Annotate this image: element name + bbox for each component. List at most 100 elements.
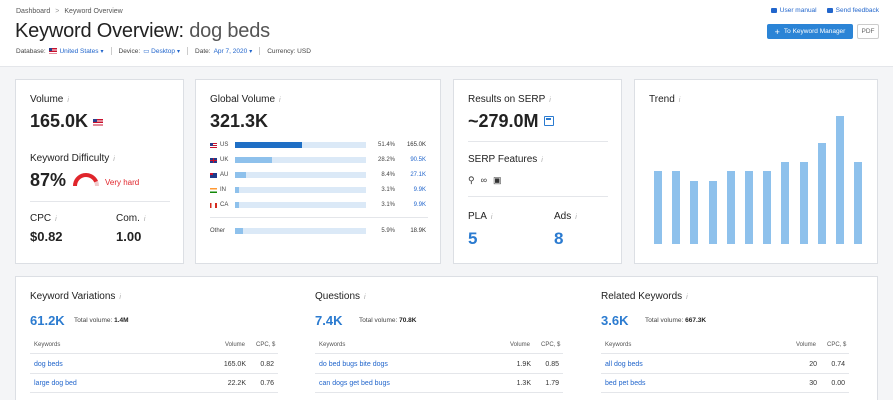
info-icon[interactable]: i: [119, 294, 121, 301]
info-icon[interactable]: i: [575, 214, 577, 221]
serp-features-icons: ⚲ ∞ ▣: [468, 175, 502, 186]
info-icon[interactable]: i: [490, 214, 493, 221]
trend-label-text: Trend: [649, 94, 675, 105]
volume-share: 3.1%: [381, 187, 395, 193]
column-header-cpc: CPC, $: [541, 342, 561, 348]
trend-bar[interactable]: [654, 171, 662, 244]
total-volume-value: 1.4M: [114, 317, 129, 324]
info-icon[interactable]: i: [541, 157, 543, 164]
separator: [259, 47, 261, 55]
column-header-volume: Volume: [796, 342, 817, 348]
section-title-text: Questions: [315, 291, 361, 302]
location-pin-icon[interactable]: ⚲: [468, 175, 475, 185]
volume-share: 3.1%: [381, 202, 395, 208]
trend-bar[interactable]: [672, 171, 681, 244]
country-row: AU 8.4% 27.1K: [210, 170, 426, 180]
country-volume[interactable]: 27.1K: [410, 172, 426, 178]
pdf-button[interactable]: PDF: [857, 24, 879, 39]
page-title: Keyword Overview: dog beds: [15, 20, 270, 43]
info-icon[interactable]: i: [143, 216, 146, 223]
volume-bar-track: [235, 187, 366, 193]
date-value: Apr 7, 2020: [213, 47, 248, 55]
info-icon[interactable]: i: [678, 97, 681, 104]
serp-features-label: SERP Features i: [468, 154, 543, 165]
keyword-link[interactable]: do bed bugs bite dogs: [319, 361, 388, 368]
section-count[interactable]: 3.6K: [601, 313, 629, 328]
ads-label: Ads i: [554, 211, 577, 222]
date-label: Date:: [195, 47, 211, 55]
info-icon[interactable]: i: [279, 97, 281, 104]
uk-flag-icon: [210, 157, 217, 163]
link-icon[interactable]: ∞: [480, 175, 488, 185]
section-count[interactable]: 7.4K: [315, 313, 343, 328]
separator: [110, 47, 112, 55]
keyword-link[interactable]: bed pet beds: [605, 380, 646, 387]
info-icon[interactable]: i: [364, 294, 366, 301]
trend-bar[interactable]: [836, 116, 844, 244]
table-divider: [30, 373, 278, 374]
volume-value-text: 165.0K: [30, 111, 89, 131]
trend-bar[interactable]: [745, 171, 753, 244]
info-icon[interactable]: i: [113, 156, 115, 163]
gv-divider: [210, 217, 428, 218]
volume-value: 165.0K: [30, 111, 104, 132]
cpc-label-text: CPC: [30, 213, 52, 224]
country-code: UK: [220, 157, 229, 163]
title-prefix: Keyword Overview:: [15, 20, 184, 42]
breadcrumb-dashboard[interactable]: Dashboard: [16, 8, 51, 15]
top-links: User manual Send feedback: [770, 7, 879, 14]
keyword-link[interactable]: all dog beds: [605, 361, 643, 368]
info-icon[interactable]: i: [686, 294, 688, 301]
pla-value[interactable]: 5: [468, 229, 478, 248]
kd-label: Keyword Difficulty i: [30, 153, 115, 164]
trend-bar[interactable]: [690, 181, 699, 244]
column-header-keywords: Keywords: [34, 342, 61, 348]
currency-label: Currency: USD: [267, 47, 311, 55]
user-manual-link[interactable]: User manual: [770, 7, 817, 14]
section-title: Keyword Variations i: [30, 291, 121, 302]
country-volume[interactable]: 90.5K: [410, 157, 426, 163]
trend-bar[interactable]: [763, 171, 772, 244]
trend-bar[interactable]: [708, 181, 717, 244]
trend-bar[interactable]: [726, 171, 735, 244]
volume-share: 28.2%: [377, 157, 395, 163]
country-row: IN 3.1% 9.9K: [210, 185, 426, 195]
volume-bar: [235, 157, 272, 163]
to-keyword-manager-button[interactable]: + To Keyword Manager: [767, 24, 853, 39]
database-select[interactable]: United States ▾: [48, 48, 104, 55]
serp-snapshot-icon[interactable]: [543, 116, 554, 126]
desktop-icon: ▭: [143, 48, 150, 55]
country-volume[interactable]: 9.9K: [413, 202, 426, 208]
keyword-volume: 165.0K: [223, 361, 246, 368]
trend-bar[interactable]: [781, 162, 790, 244]
send-feedback-link[interactable]: Send feedback: [826, 7, 879, 14]
ads-value[interactable]: 8: [554, 229, 564, 248]
country-volume[interactable]: 9.9K: [413, 187, 426, 193]
serp-card: Results on SERP i ~279.0M SERP Features i …: [453, 79, 622, 264]
user-manual-label: User manual: [779, 7, 817, 14]
trend-bar[interactable]: [854, 162, 863, 244]
volume-bar-track: [235, 172, 366, 178]
keyword-link[interactable]: can dogs get bed bugs: [319, 380, 390, 387]
chevron-down-icon: ▾: [100, 48, 104, 55]
keyword-link[interactable]: dog beds: [34, 361, 63, 368]
volume-bar: [235, 172, 246, 178]
info-icon[interactable]: i: [67, 97, 69, 104]
date-select[interactable]: Apr 7, 2020 ▾: [214, 48, 253, 55]
global-volume-label-text: Global Volume: [210, 94, 276, 105]
country-row-other: Other 5.9% 18.9K: [210, 226, 426, 236]
section-count[interactable]: 61.2K: [30, 313, 65, 328]
info-icon[interactable]: i: [55, 216, 57, 223]
volume-label: Volume i: [30, 94, 69, 105]
volume-share: 8.4%: [381, 172, 395, 178]
device-select[interactable]: ▭ Desktop ▾: [143, 47, 180, 55]
trend-bar[interactable]: [799, 162, 808, 244]
global-volume-card: Global Volume i 321.3K US 51.4% 165.0K UK 28.…: [195, 79, 441, 264]
info-icon[interactable]: i: [549, 97, 551, 104]
trend-bar[interactable]: [817, 142, 826, 244]
results-value: ~279.0M: [468, 111, 554, 132]
kd-text: Very hard: [105, 178, 140, 187]
keyword-link[interactable]: large dog bed: [34, 380, 77, 387]
image-icon[interactable]: ▣: [493, 175, 502, 185]
total-volume-value: 70.8K: [399, 317, 417, 324]
